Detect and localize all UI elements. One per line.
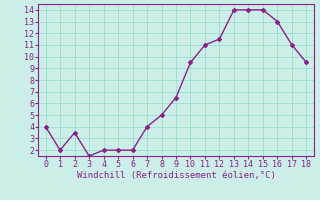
X-axis label: Windchill (Refroidissement éolien,°C): Windchill (Refroidissement éolien,°C) bbox=[76, 171, 276, 180]
